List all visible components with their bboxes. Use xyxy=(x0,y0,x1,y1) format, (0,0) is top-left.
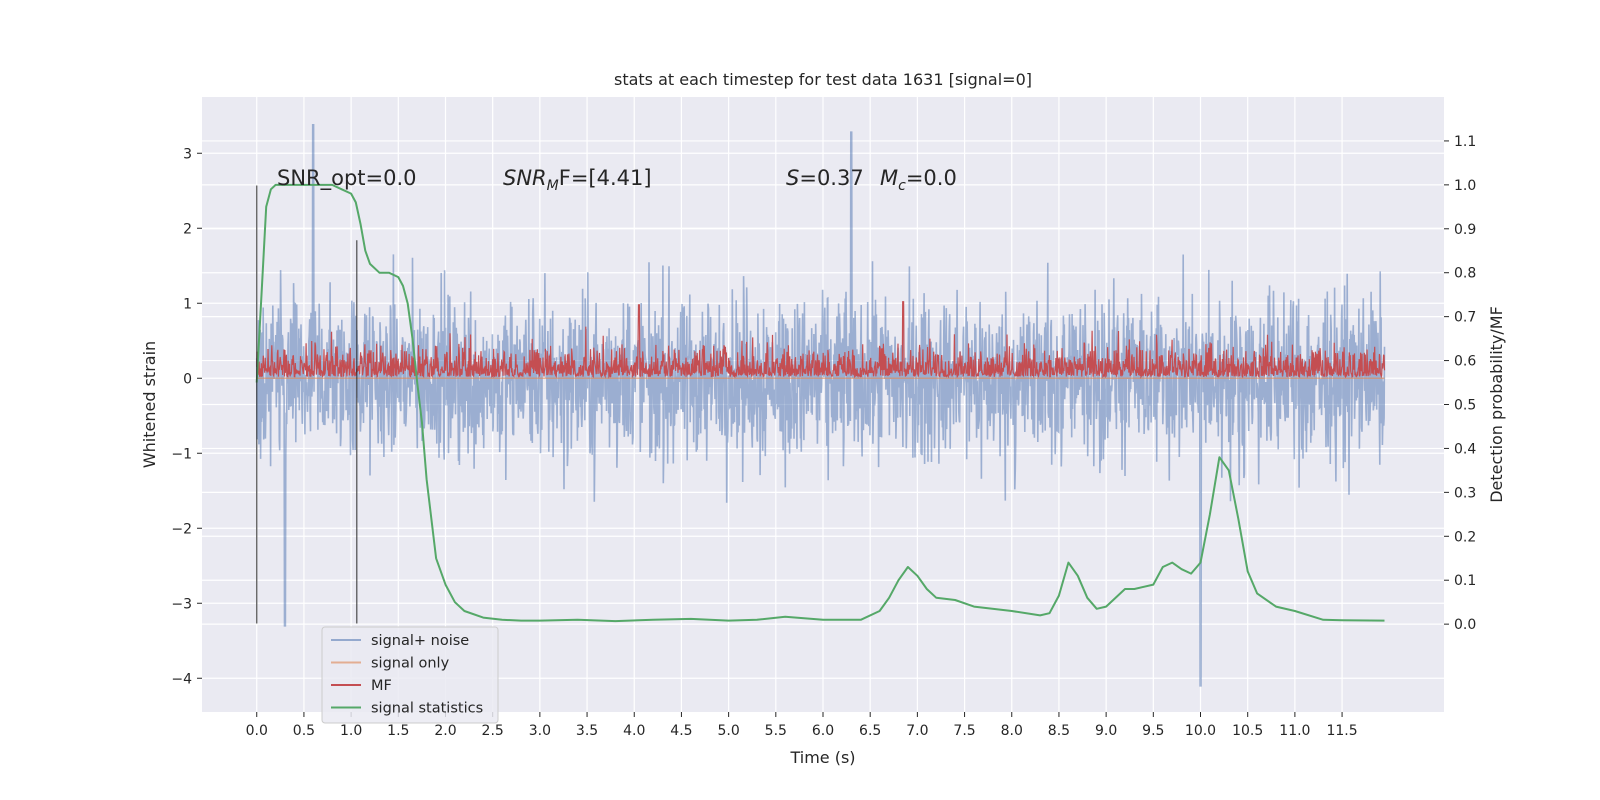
y2-tick-label: 0.7 xyxy=(1454,310,1476,326)
x-tick-label: 1.0 xyxy=(340,723,362,739)
x-tick-label: 10.5 xyxy=(1232,723,1263,739)
y-tick-label: −1 xyxy=(171,446,192,462)
x-tick-label: 8.0 xyxy=(1001,723,1023,739)
series-signal-noise xyxy=(255,124,1386,687)
y-tick-label: 1 xyxy=(183,296,192,312)
annotation: Mc=0.0 xyxy=(880,166,957,194)
x-tick-label: 3.0 xyxy=(529,723,551,739)
annotations: SNR_opt=0.0 SNRMF=[4.41] S=0.37 Mc=0.0 xyxy=(277,166,957,194)
annotation: S=0.37 xyxy=(786,166,864,190)
x-tick-label: 0.0 xyxy=(246,723,268,739)
y2-tick-label: 0.9 xyxy=(1454,222,1476,238)
y-tick-label: 2 xyxy=(183,221,192,237)
x-tick-label: 4.0 xyxy=(623,723,645,739)
annotation-rest: =0.37 xyxy=(799,166,863,190)
x-axis-label: Time (s) xyxy=(789,748,855,767)
series-layer xyxy=(255,124,1386,687)
annotation-rest: F=[4.41] xyxy=(559,166,652,190)
chart-title: stats at each timestep for test data 163… xyxy=(614,70,1032,89)
ticks: 0.0 0.5 1.0 1.5 2.0 2.5 3.0 3.5 4.0 4.5 5.0 5.5 6.0 6… xyxy=(171,134,1476,739)
y2-axis-label: Detection probability/MF xyxy=(1487,306,1506,503)
annotation-italic: SNR xyxy=(503,166,547,190)
legend: signal+ noise signal only MF signal statist… xyxy=(321,626,499,724)
annotation-subscript: c xyxy=(898,178,906,194)
annotation-italic: M xyxy=(880,166,898,190)
x-tick-label: 7.5 xyxy=(953,723,975,739)
y2-tick-label: 0.6 xyxy=(1454,354,1476,370)
x-tick-label: 7.0 xyxy=(906,723,928,739)
x-tick-label: 8.5 xyxy=(1048,723,1070,739)
x-tick-label: 0.5 xyxy=(293,723,315,739)
y2-tick-label: 1.0 xyxy=(1454,178,1476,194)
x-tick-label: 4.5 xyxy=(670,723,692,739)
x-tick-label: 9.5 xyxy=(1142,723,1164,739)
legend-label: signal only xyxy=(371,656,450,672)
y2-tick-label: 0.5 xyxy=(1454,398,1476,414)
y2-tick-label: 0.3 xyxy=(1454,485,1476,501)
legend-label: signal+ noise xyxy=(371,633,469,649)
legend-box xyxy=(321,626,499,724)
y2-tick-label: 0.8 xyxy=(1454,266,1476,282)
x-tick-label: 1.5 xyxy=(387,723,409,739)
x-tick-label: 11.5 xyxy=(1326,723,1357,739)
x-tick-label: 2.5 xyxy=(482,723,504,739)
x-tick-label: 9.0 xyxy=(1095,723,1117,739)
series-signal-statistics xyxy=(255,183,1385,623)
annotation: SNRMF=[4.41] xyxy=(503,166,652,194)
annotation: SNR_opt=0.0 xyxy=(277,166,417,191)
y-tick-label: −3 xyxy=(171,596,192,612)
y-tick-label: −2 xyxy=(171,521,192,537)
annotation-italic: S xyxy=(786,166,799,190)
y-tick-label: 0 xyxy=(183,371,192,387)
y2-tick-label: 0.0 xyxy=(1454,617,1476,633)
legend-label: MF xyxy=(371,678,392,694)
y-axis-label: Whitened strain xyxy=(140,341,159,468)
x-tick-label: 10.0 xyxy=(1185,723,1216,739)
y2-tick-label: 0.4 xyxy=(1454,441,1476,457)
x-tick-label: 3.5 xyxy=(576,723,598,739)
y2-tick-label: 0.1 xyxy=(1454,573,1476,589)
x-tick-label: 11.0 xyxy=(1279,723,1310,739)
annotation-part: SNR_opt=0.0 xyxy=(277,166,417,191)
series-mf xyxy=(256,301,1386,379)
x-tick-label: 2.0 xyxy=(434,723,456,739)
annotation-rest: =0.0 xyxy=(906,166,957,190)
legend-label: signal statistics xyxy=(371,701,483,717)
x-tick-label: 6.5 xyxy=(859,723,881,739)
x-tick-label: 5.0 xyxy=(717,723,739,739)
y2-tick-label: 0.2 xyxy=(1454,529,1476,545)
annotation-subscript: M xyxy=(547,178,559,194)
y2-tick-label: 1.1 xyxy=(1454,134,1476,150)
x-tick-label: 5.5 xyxy=(765,723,787,739)
y-tick-label: 3 xyxy=(183,146,192,162)
y-tick-label: −4 xyxy=(171,671,192,687)
x-tick-label: 6.0 xyxy=(812,723,834,739)
